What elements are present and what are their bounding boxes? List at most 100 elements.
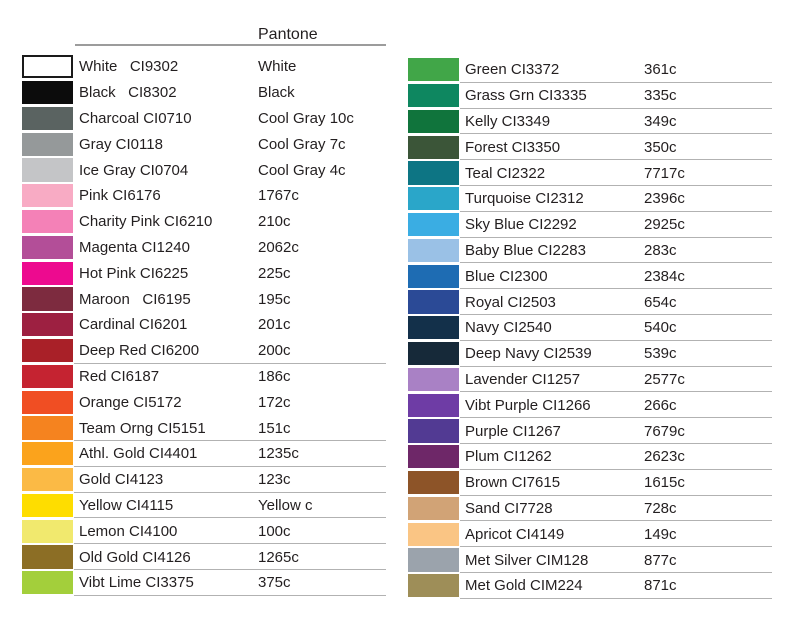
color-swatch: [408, 238, 459, 263]
color-name-label: Magenta CI1240: [79, 238, 190, 256]
color-swatch: [408, 574, 459, 598]
color-swatch: [408, 290, 459, 314]
row-divider: [74, 439, 386, 441]
pantone-code-label: 2925c: [644, 216, 685, 234]
color-name-label: Orange CI5172: [79, 393, 182, 411]
pantone-code-label: 195c: [258, 290, 291, 308]
row-divider: [460, 468, 772, 470]
row-divider: [460, 236, 772, 238]
pantone-code-label: 1235c: [258, 445, 299, 463]
color-name-label: Navy CI2540: [465, 319, 552, 337]
color-swatch: [22, 55, 73, 79]
color-row: Grass Grn CI3335 335c: [408, 83, 778, 109]
row-divider: [74, 517, 386, 519]
color-swatch: [408, 471, 459, 495]
color-name-label: Green CI3372: [465, 61, 560, 79]
color-swatch: [408, 393, 459, 417]
pantone-code-label: 2623c: [644, 448, 685, 466]
color-name-label: Royal CI2503: [465, 293, 556, 311]
color-row: Teal CI2322 7717c: [408, 160, 778, 186]
color-name-label: Forest CI3350: [465, 138, 561, 156]
pantone-code-label: 100c: [258, 522, 291, 540]
color-row: Apricot CI4149 149c: [408, 521, 778, 548]
color-row: Magenta CI1240 2062c: [22, 235, 392, 261]
color-row: Plum CI1262 2623c: [408, 444, 778, 470]
row-divider: [460, 262, 772, 264]
right-color-column: Green CI3372 361c Grass Grn CI3335 335c Kell…: [408, 57, 778, 599]
color-row: Gold CI4123 123c: [22, 467, 392, 493]
pantone-code-label: 1265c: [258, 548, 299, 566]
color-name-label: Gray CI0118: [79, 135, 163, 153]
color-name-label: Hot Pink CI6225: [79, 264, 189, 282]
color-row: Royal CI2503 654c: [408, 289, 778, 315]
pantone-code-label: 123c: [258, 471, 291, 489]
row-divider: [74, 543, 386, 545]
color-swatch: [22, 571, 73, 595]
pantone-code-label: 266c: [644, 396, 677, 414]
row-divider: [460, 442, 772, 444]
color-row: Orange CI5172 172c: [22, 389, 392, 415]
row-divider: [74, 594, 386, 596]
color-row: Green CI3372 361c: [408, 57, 778, 83]
pantone-code-label: 877c: [644, 551, 677, 569]
color-name-label: Deep Navy CI2539: [465, 345, 592, 363]
color-row: Purple CI1267 7679c: [408, 418, 778, 444]
pantone-code-label: 7679c: [644, 422, 685, 440]
color-swatch: [22, 545, 73, 569]
color-name-label: Turquoise CI2312: [465, 190, 584, 208]
color-swatch: [408, 342, 459, 366]
color-swatch: [22, 132, 73, 156]
row-divider: [460, 210, 772, 212]
color-name-label: Gold CI4123: [79, 471, 164, 489]
color-swatch: [22, 106, 73, 131]
row-divider: [460, 597, 772, 599]
color-row: Deep Navy CI2539 539c: [408, 341, 778, 367]
row-divider: [74, 362, 386, 364]
color-swatch: [22, 313, 73, 337]
color-swatch: [22, 364, 73, 389]
pantone-code-label: 654c: [644, 293, 677, 311]
pantone-code-label: White: [258, 58, 297, 76]
header-divider: [75, 44, 386, 46]
color-swatch: [22, 493, 73, 518]
pantone-code-label: 375c: [258, 574, 291, 592]
pantone-code-label: 540c: [644, 319, 677, 337]
row-divider: [460, 365, 772, 367]
left-color-column: White CI9302 White Black CI8302 Black Charco…: [22, 54, 392, 596]
color-name-label: Black CI8302: [79, 84, 177, 102]
color-swatch: [408, 187, 459, 211]
color-row: Blue CI2300 2384c: [408, 263, 778, 290]
row-divider: [74, 465, 386, 467]
color-name-label: Lavender CI1257: [465, 370, 581, 388]
color-swatch: [408, 496, 459, 521]
color-row: Sky Blue CI2292 2925c: [408, 212, 778, 238]
color-row: Ice Gray CI0704 Cool Gray 4c: [22, 157, 392, 183]
row-divider: [460, 417, 772, 419]
color-row: Lavender CI1257 2577c: [408, 367, 778, 393]
color-row: Black CI8302 Black: [22, 80, 392, 106]
color-swatch: [408, 445, 459, 469]
row-divider: [460, 520, 772, 522]
color-name-label: Sand CI7728: [465, 499, 553, 517]
color-row: Brown CI7615 1615c: [408, 470, 778, 496]
row-divider: [460, 494, 772, 496]
color-name-label: Teal CI2322: [465, 164, 546, 182]
color-row: Sand CI7728 728c: [408, 496, 778, 522]
color-row: Baby Blue CI2283 283c: [408, 238, 778, 264]
color-swatch: [22, 210, 73, 234]
color-row: Lemon CI4100 100c: [22, 518, 392, 545]
color-row: Cardinal CI6201 201c: [22, 312, 392, 338]
color-name-label: Apricot CI4149: [465, 525, 565, 543]
pantone-code-label: 186c: [258, 367, 291, 385]
color-swatch: [22, 81, 73, 105]
pantone-code-label: Black: [258, 84, 295, 102]
color-row: Red CI6187 186c: [22, 364, 392, 390]
pantone-code-label: 361c: [644, 61, 677, 79]
color-swatch: [22, 339, 73, 363]
color-swatch: [408, 58, 459, 82]
color-row: White CI9302 White: [22, 54, 392, 80]
color-swatch: [22, 519, 73, 543]
color-swatch: [408, 264, 459, 288]
pantone-code-label: 2396c: [644, 190, 685, 208]
